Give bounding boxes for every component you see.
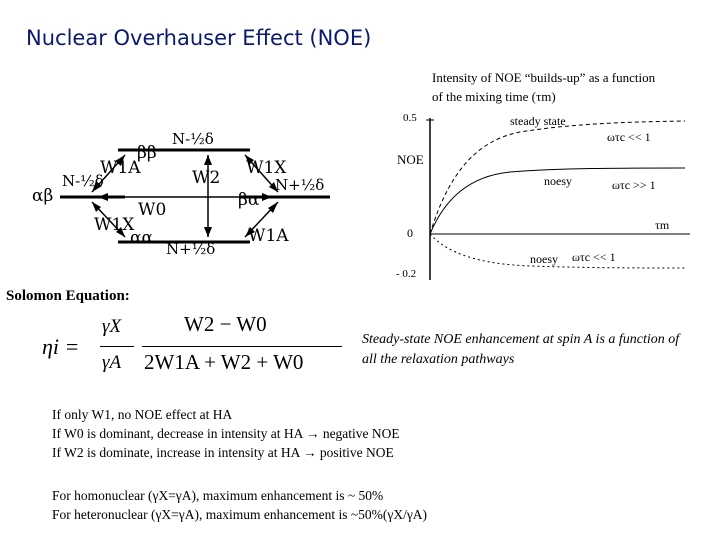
y-tick-top: 0.5: [403, 112, 417, 124]
rule-w0-dominant: If W0 is dominant, decrease in intensity…: [52, 426, 400, 441]
steady-state-note: Steady-state NOE enhancement at spin A i…: [362, 332, 680, 367]
gamma-fraction-bar: [100, 346, 134, 347]
state-bb: ββ: [137, 143, 157, 163]
right-level-label: N+½δ: [275, 176, 325, 194]
w1x-left-label: W1X: [94, 215, 135, 235]
solomon-equation: ηi = γX γA W2 − W0 2W1A + W2 + W0: [42, 312, 342, 382]
solomon-label: Solomon Equation:: [6, 288, 130, 304]
w1x-right-label: W1X: [246, 158, 287, 178]
energy-level-diagram: [60, 148, 330, 244]
homonuclear-note: For homonuclear (γX=γA), maximum enhance…: [52, 488, 384, 503]
noe-buildup-plot: [426, 118, 690, 280]
w2-label: W2: [192, 168, 221, 188]
noesy-positive-curve-label: noesy: [544, 174, 572, 188]
steady-state-condition: ωτc << 1: [607, 130, 651, 144]
equation-denominator: 2W1A + W2 + W0: [144, 350, 304, 374]
equation-numerator: W2 − W0: [184, 312, 267, 336]
noesy-positive-condition: ωτc >> 1: [612, 178, 656, 192]
top-level-label: N-½δ: [172, 130, 214, 148]
heteronuclear-note: For heteronuclear (γX=γA), maximum enhan…: [52, 507, 428, 522]
noesy-negative-condition: ωτc << 1: [572, 250, 616, 264]
y-axis-label: NOE: [397, 152, 424, 167]
enhancement-notes: For homonuclear (γX=γA), maximum enhance…: [52, 486, 427, 524]
w1a-right-label: W1A: [248, 226, 289, 246]
main-fraction-bar: [142, 346, 342, 347]
bottom-level-label: N+½δ: [166, 240, 216, 258]
y-tick-zero: 0: [407, 226, 413, 240]
y-tick-bottom: - 0.2: [396, 268, 417, 280]
equation-lhs: ηi =: [42, 334, 80, 359]
rule-w2-dominant: If W2 is dominate, increase in intensity…: [52, 445, 394, 460]
equation-gamma-x: γX: [102, 316, 122, 337]
page-title: Nuclear Overhauser Effect (NOE): [26, 26, 372, 50]
graph-caption: Intensity of NOE “builds-up” as a functi…: [432, 70, 656, 104]
noe-rules: If only W1, no NOE effect at HA If W0 is…: [52, 405, 400, 462]
noesy-negative-curve-label: noesy: [530, 252, 558, 266]
x-axis-label: τm: [655, 218, 670, 232]
w0-label: W0: [138, 200, 167, 220]
state-ab: αβ: [32, 186, 54, 206]
state-aa: αα: [130, 228, 153, 248]
steady-state-curve-label: steady state: [510, 114, 566, 128]
state-ba: βα: [238, 190, 260, 210]
w1a-left-label: W1A: [100, 158, 141, 178]
rule-only-w1: If only W1, no NOE effect at HA: [52, 407, 233, 422]
left-level-label: N-½δ: [62, 172, 104, 190]
equation-gamma-a: γA: [102, 352, 122, 373]
